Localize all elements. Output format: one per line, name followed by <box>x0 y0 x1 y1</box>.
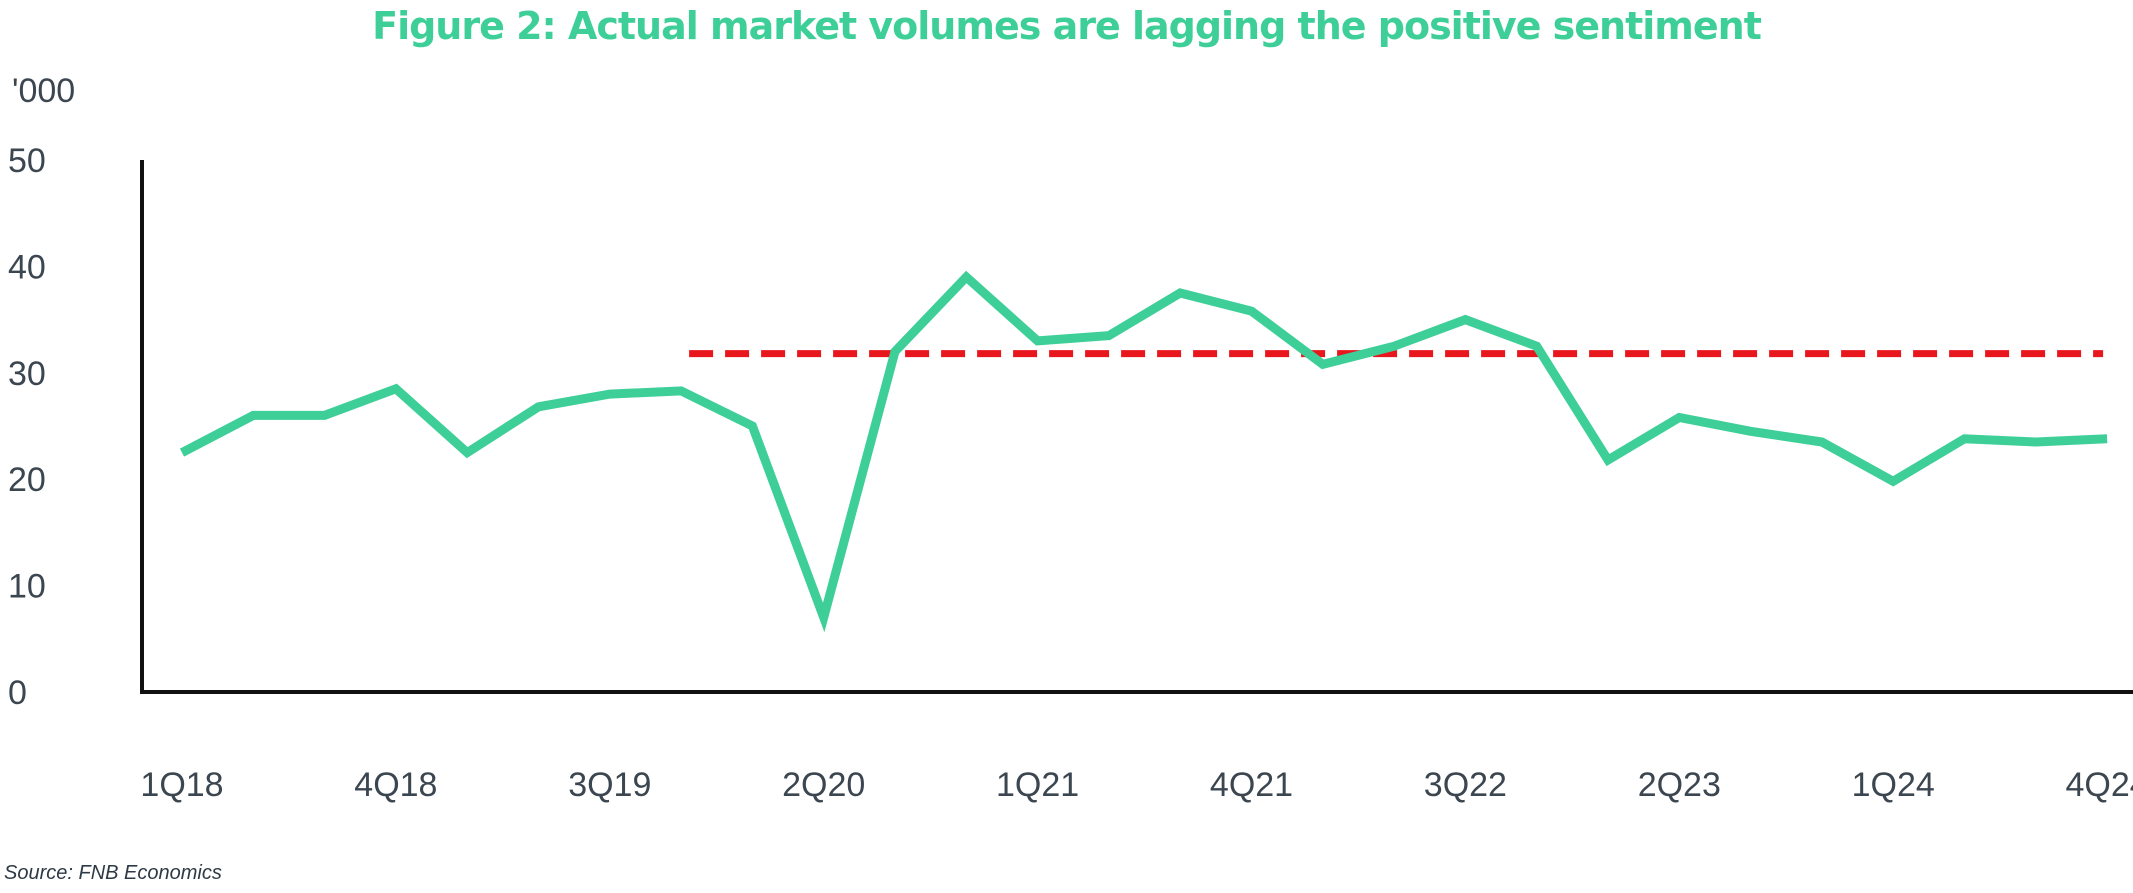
y-axis-unit-label: '000 <box>12 72 76 110</box>
series-line-market-volumes <box>179 270 2108 633</box>
x-tick-label: 2Q20 <box>782 766 865 804</box>
y-tick-label: 40 <box>8 248 46 286</box>
x-tick-label: 4Q21 <box>1210 766 1293 804</box>
series-layer <box>179 270 2108 633</box>
x-tick-label: 1Q18 <box>140 766 223 804</box>
x-tick-label: 4Q24 <box>2066 766 2133 804</box>
x-tick-label: 3Q22 <box>1424 766 1507 804</box>
y-tick-label: 30 <box>8 355 46 393</box>
chart-title: Figure 2: Actual market volumes are lagg… <box>372 4 1762 48</box>
y-tick-label: 20 <box>8 461 46 499</box>
x-tick-label: 1Q24 <box>1852 766 1935 804</box>
x-tick-label: 4Q18 <box>354 766 437 804</box>
source-note: Source: FNB Economics <box>4 862 222 884</box>
y-tick-label: 10 <box>8 568 46 606</box>
x-tick-label: 1Q21 <box>996 766 1079 804</box>
x-tick-label: 2Q23 <box>1638 766 1721 804</box>
x-tick-label: 3Q19 <box>568 766 651 804</box>
y-axis-ticks: 0 10 20 30 40 50 <box>8 142 46 712</box>
y-tick-label: 0 <box>8 674 27 712</box>
x-axis-ticks: 1Q18 4Q18 3Q19 2Q20 1Q21 4Q21 3Q22 2Q23 1Q24 4Q24 <box>140 766 2133 804</box>
y-tick-label: 50 <box>8 142 46 180</box>
